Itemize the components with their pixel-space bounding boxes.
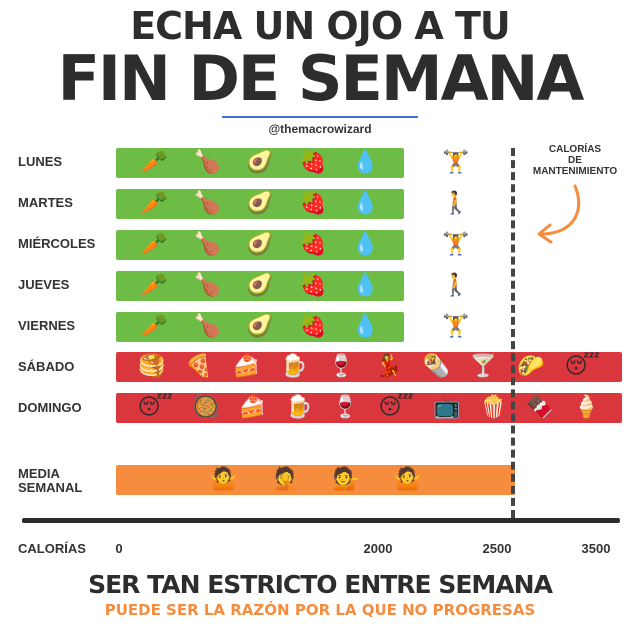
author-handle: @themacrowizard	[268, 122, 372, 136]
carrot-icon: 🥕	[140, 314, 169, 339]
cake-icon: 🍰	[238, 395, 267, 420]
chocolate-icon: 🍫	[526, 395, 554, 420]
x-axis-line	[22, 518, 620, 523]
beer-icon: 🍺	[285, 395, 313, 420]
title-main: FIN DE SEMANA	[57, 42, 585, 115]
row-label-media-line2: SEMANAL	[18, 480, 83, 495]
beer-icon: 🍺	[280, 354, 308, 379]
weightlifter-icon: 🏋	[442, 150, 470, 175]
x-tick-label: 2000	[363, 541, 393, 556]
popcorn-icon: 🍿	[479, 395, 508, 420]
shrug-icon: 🤷	[393, 467, 422, 492]
row-label-martes: MARTES	[18, 195, 73, 210]
poultry-leg-icon: 🍗	[193, 191, 221, 216]
x-axis-title: CALORÍAS	[18, 541, 86, 556]
walking-icon: 🚶	[442, 191, 470, 216]
facepalm-icon: 🤦	[271, 467, 299, 492]
row-label-lunes: LUNES	[18, 154, 63, 169]
carrot-icon: 🥕	[140, 273, 169, 298]
footer-subline: PUEDE SER LA RAZÓN POR LA QUE NO PROGRES…	[104, 601, 536, 619]
droplet-icon: 💧	[351, 150, 380, 175]
avocado-icon: 🥑	[246, 232, 274, 257]
pancakes-icon: 🥞	[138, 354, 166, 379]
pizza-icon: 🍕	[185, 354, 213, 379]
carrot-icon: 🥕	[140, 150, 169, 175]
footer-headline: SER TAN ESTRICTO ENTRE SEMANA	[88, 570, 553, 599]
dancer-icon: 💃	[375, 354, 403, 379]
cake-icon: 🍰	[232, 354, 261, 379]
burrito-icon: 🌯	[422, 354, 450, 379]
maintenance-label-line2: DE	[568, 155, 582, 166]
sleeping-face-icon: 😴	[564, 354, 600, 379]
maintenance-line	[511, 148, 515, 518]
bar-jueves: 🥕 🍗 🥑 🍓 💧	[116, 271, 404, 301]
row-label-media: MEDIA SEMANAL	[18, 467, 82, 495]
taco-icon: 🌮	[517, 354, 545, 379]
person-icon: 💁	[332, 467, 360, 492]
sleeping-face-icon: 😴	[137, 395, 173, 420]
maintenance-label-line1: CALORÍAS	[548, 144, 602, 155]
droplet-icon: 💧	[351, 191, 380, 216]
carrot-icon: 🥕	[140, 191, 169, 216]
poultry-leg-icon: 🍗	[193, 314, 221, 339]
avocado-icon: 🥑	[246, 314, 274, 339]
ice-cream-icon: 🍦	[572, 395, 601, 420]
row-label-miercoles: MIÉRCOLES	[18, 236, 96, 251]
bar-miercoles: 🥕 🍗 🥑 🍓 💧	[116, 230, 404, 260]
title-top: ECHA UN OJO A TU	[130, 4, 511, 48]
cocktail-icon: 🍸	[469, 354, 498, 379]
row-label-jueves: JUEVES	[18, 277, 70, 292]
wine-icon: 🍷	[327, 354, 356, 379]
sleeping-face-icon: 😴	[378, 395, 414, 420]
row-label-media-line1: MEDIA	[18, 466, 60, 481]
droplet-icon: 💧	[351, 314, 380, 339]
bar-domingo: 😴 🥘 🍰 🍺 🍷 😴 📺 🍿 🍫 🍦	[116, 393, 622, 423]
bar-media-semanal: 🤷 🤦 💁 🤷	[116, 465, 515, 495]
avocado-icon: 🥑	[246, 191, 274, 216]
avocado-icon: 🥑	[246, 273, 274, 298]
strawberry-icon: 🍓	[299, 273, 327, 298]
x-tick-label: 3500	[581, 541, 611, 556]
strawberry-icon: 🍓	[299, 232, 327, 257]
avocado-icon: 🥑	[246, 150, 274, 175]
poultry-leg-icon: 🍗	[193, 232, 221, 257]
stew-icon: 🥘	[192, 395, 220, 420]
bar-sabado: 🥞 🍕 🍰 🍺 🍷 💃 🌯 🍸 🌮 😴	[116, 352, 622, 382]
strawberry-icon: 🍓	[299, 314, 327, 339]
wine-icon: 🍷	[331, 395, 360, 420]
row-label-domingo: DOMINGO	[18, 400, 82, 415]
row-label-sabado: SÁBADO	[18, 359, 75, 374]
strawberry-icon: 🍓	[299, 150, 327, 175]
x-tick-label: 0	[115, 541, 123, 556]
shrug-icon: 🤷	[209, 467, 238, 492]
poultry-leg-icon: 🍗	[193, 273, 221, 298]
bar-viernes: 🥕 🍗 🥑 🍓 💧	[116, 312, 404, 342]
walking-icon: 🚶	[442, 273, 470, 298]
poultry-leg-icon: 🍗	[193, 150, 221, 175]
maintenance-label-line3: MANTENIMIENTO	[532, 166, 618, 177]
droplet-icon: 💧	[351, 232, 380, 257]
strawberry-icon: 🍓	[299, 191, 327, 216]
tv-icon: 📺	[433, 395, 461, 420]
row-label-viernes: VIERNES	[18, 318, 76, 333]
curved-arrow-icon	[537, 184, 581, 244]
weightlifter-icon: 🏋	[442, 314, 470, 339]
title-underline	[222, 116, 418, 118]
droplet-icon: 💧	[351, 273, 380, 298]
carrot-icon: 🥕	[140, 232, 169, 257]
weightlifter-icon: 🏋	[442, 232, 470, 257]
x-tick-label: 2500	[482, 541, 512, 556]
maintenance-label: CALORÍAS DE MANTENIMIENTO	[520, 144, 630, 177]
bar-lunes: 🥕 🍗 🥑 🍓 💧	[116, 148, 404, 178]
bar-martes: 🥕 🍗 🥑 🍓 💧	[116, 189, 404, 219]
